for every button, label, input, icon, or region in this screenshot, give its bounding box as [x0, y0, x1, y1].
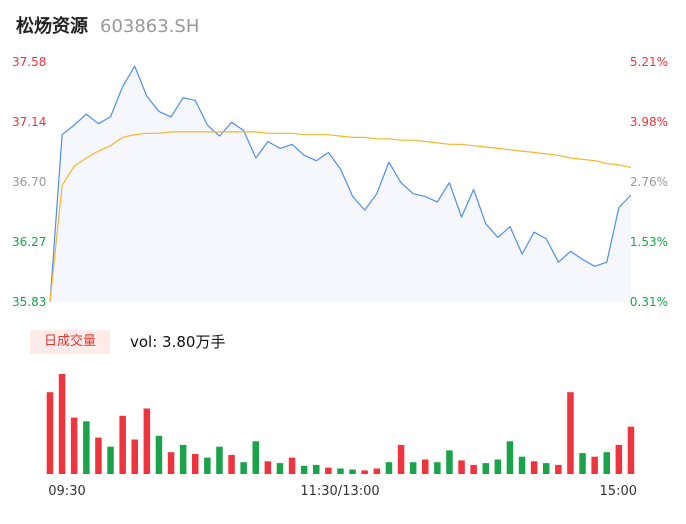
volume-bar [482, 463, 489, 474]
stock-name: 松炀资源 [16, 16, 88, 37]
volume-bar [591, 456, 598, 474]
volume-bar [58, 374, 66, 474]
volume-bar [119, 415, 126, 474]
time-tick-label: 09:30 [48, 484, 85, 499]
volume-bar [252, 441, 259, 474]
time-tick-label: 15:00 [600, 484, 637, 499]
volume-bar [458, 460, 465, 474]
volume-bar [240, 462, 247, 474]
percent-tick-label: 1.53% [630, 235, 668, 249]
volume-bar [555, 464, 562, 474]
daily-volume-tab[interactable]: 日成交量 [30, 330, 110, 354]
price-area-fill [50, 66, 631, 302]
volume-bar [325, 467, 332, 474]
volume-bar [83, 421, 90, 474]
volume-bar [46, 392, 54, 474]
price-tick-label: 37.14 [12, 115, 46, 129]
volume-bar [567, 392, 574, 474]
volume-bar [300, 465, 308, 474]
volume-bar [349, 469, 356, 474]
volume-bar [543, 463, 550, 474]
volume-bar [95, 437, 102, 474]
volume-bar [155, 435, 163, 474]
time-tick-label: 11:30/13:00 [300, 484, 379, 499]
price-tick-label: 35.83 [12, 295, 46, 309]
volume-bar [470, 464, 477, 474]
volume-bar [434, 462, 441, 474]
percent-tick-label: 2.76% [630, 175, 668, 189]
volume-bar [494, 459, 502, 474]
volume-bar [337, 468, 344, 474]
volume-bar [397, 444, 405, 474]
stock-header: 松炀资源 603863.SH [16, 12, 199, 38]
volume-bar [627, 426, 635, 474]
percent-tick-label: 5.21% [630, 55, 668, 69]
average-price-line [49, 131, 632, 303]
volume-bar [603, 452, 610, 474]
price-tick-label: 36.27 [12, 235, 46, 249]
volume-bar [70, 417, 78, 474]
percent-tick-label: 3.98% [630, 115, 668, 129]
volume-bar [385, 462, 393, 474]
volume-bar [264, 461, 272, 474]
volume-bar [192, 454, 199, 474]
volume-bar [506, 441, 514, 474]
volume-bar [518, 456, 526, 474]
volume-bar [446, 450, 453, 474]
volume-readout: vol: 3.80万手 [130, 333, 226, 351]
volume-bar [579, 453, 586, 474]
price-line [49, 65, 632, 303]
volume-bar [276, 463, 284, 474]
volume-bar [373, 468, 381, 474]
volume-bar [615, 444, 623, 474]
volume-bar [228, 454, 235, 474]
volume-bar [313, 464, 320, 474]
volume-bar [422, 459, 429, 474]
price-tick-label: 37.58 [12, 55, 46, 69]
volume-bar [361, 470, 368, 474]
volume-bar [107, 446, 114, 474]
volume-bar [216, 446, 223, 474]
volume-bar [143, 408, 151, 474]
volume-bar [167, 452, 175, 474]
stock-code: 603863.SH [100, 16, 200, 37]
volume-bar [131, 439, 138, 474]
volume-bar [179, 444, 187, 474]
volume-bar [288, 457, 296, 474]
price-tick-label: 36.70 [12, 175, 46, 189]
volume-bar [409, 462, 417, 474]
volume-bar [204, 457, 211, 474]
percent-tick-label: 0.31% [630, 295, 668, 309]
volume-bar [530, 461, 538, 474]
